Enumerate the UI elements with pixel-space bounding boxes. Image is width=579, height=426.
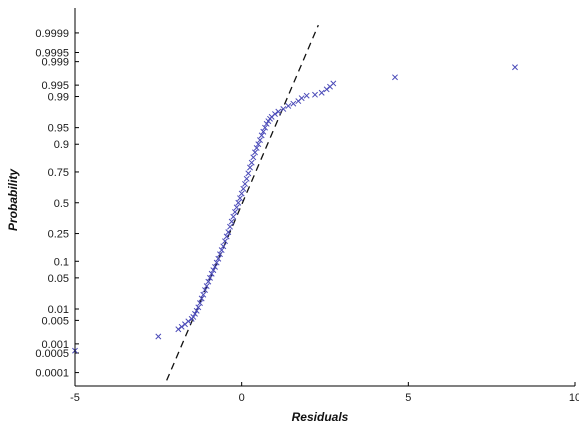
data-point bbox=[318, 89, 325, 96]
y-tick-label: 0.995 bbox=[41, 80, 69, 92]
reference-line bbox=[166, 24, 319, 381]
data-point bbox=[243, 175, 250, 182]
data-point bbox=[280, 106, 287, 112]
data-point bbox=[512, 64, 518, 71]
data-point bbox=[193, 307, 200, 314]
data-point bbox=[232, 209, 238, 215]
y-tick-label: 0.05 bbox=[48, 273, 69, 285]
data-point bbox=[263, 120, 270, 127]
data-point bbox=[253, 144, 260, 151]
data-point bbox=[252, 149, 258, 156]
data-point bbox=[178, 323, 185, 330]
data-point bbox=[242, 180, 248, 187]
data-point bbox=[275, 108, 282, 115]
y-tick-label: 0.75 bbox=[48, 167, 69, 179]
data-point bbox=[227, 223, 233, 230]
y-tick-label: 0.001 bbox=[41, 339, 69, 351]
data-point bbox=[197, 300, 203, 307]
data-point bbox=[198, 295, 205, 302]
data-point bbox=[248, 159, 255, 166]
x-axis-label: Residuals bbox=[292, 410, 349, 424]
y-tick-label: 0.1 bbox=[54, 256, 69, 268]
data-point bbox=[272, 111, 278, 117]
data-point bbox=[260, 128, 267, 135]
data-point bbox=[312, 91, 318, 98]
y-axis-label: Probability bbox=[6, 168, 20, 231]
data-point bbox=[202, 287, 208, 293]
data-point bbox=[212, 263, 218, 270]
y-tick-label: 0.99 bbox=[48, 92, 69, 104]
data-point bbox=[203, 283, 210, 290]
x-tick-label: -5 bbox=[70, 392, 80, 404]
data-point bbox=[190, 313, 197, 320]
data-point bbox=[228, 218, 235, 225]
y-tick-label: 0.0001 bbox=[35, 368, 69, 380]
data-point bbox=[238, 190, 245, 197]
data-point bbox=[233, 204, 240, 211]
data-point bbox=[285, 102, 292, 109]
data-point bbox=[210, 267, 217, 274]
data-point bbox=[240, 185, 247, 192]
data-point bbox=[222, 238, 228, 245]
y-tick-label: 0.005 bbox=[41, 315, 69, 327]
y-tick-label: 0.9 bbox=[54, 139, 69, 151]
data-point bbox=[217, 251, 223, 258]
data-point bbox=[330, 80, 337, 87]
data-point bbox=[192, 310, 198, 317]
data-point bbox=[220, 243, 227, 250]
data-point bbox=[225, 229, 232, 236]
data-point bbox=[205, 278, 212, 285]
data-point bbox=[208, 270, 215, 277]
data-point bbox=[215, 255, 222, 262]
y-tick-label: 0.5 bbox=[54, 198, 69, 210]
data-point bbox=[230, 213, 237, 220]
y-tick-label: 0.01 bbox=[48, 304, 69, 316]
x-tick-label: 5 bbox=[405, 392, 411, 404]
data-point bbox=[223, 233, 230, 240]
x-tick-label: 10 bbox=[569, 392, 579, 404]
y-tick-label: 0.95 bbox=[48, 123, 69, 135]
x-tick-label: 0 bbox=[239, 392, 245, 404]
data-point bbox=[237, 195, 243, 202]
data-point bbox=[235, 199, 242, 206]
data-point bbox=[200, 291, 207, 298]
data-point bbox=[258, 132, 265, 139]
data-point bbox=[392, 74, 398, 81]
y-tick-label: 0.999 bbox=[41, 57, 69, 69]
data-point bbox=[298, 95, 305, 102]
y-tick-label: 0.9999 bbox=[35, 28, 69, 40]
data-point bbox=[245, 170, 252, 177]
data-point bbox=[175, 326, 182, 333]
data-point bbox=[257, 137, 263, 144]
data-point bbox=[255, 141, 262, 148]
data-point bbox=[155, 333, 162, 340]
data-point bbox=[213, 259, 220, 266]
data-point bbox=[207, 274, 213, 281]
data-point bbox=[185, 318, 192, 325]
y-tick-label: 0.9995 bbox=[35, 47, 69, 59]
data-point bbox=[303, 92, 310, 99]
y-tick-label: 0.25 bbox=[48, 229, 69, 241]
data-point bbox=[247, 164, 253, 171]
data-point bbox=[262, 124, 268, 131]
data-point bbox=[250, 154, 257, 161]
data-point bbox=[290, 100, 297, 107]
y-tick-label: 0.0005 bbox=[35, 348, 69, 360]
data-point bbox=[218, 247, 225, 254]
data-point bbox=[195, 304, 202, 311]
